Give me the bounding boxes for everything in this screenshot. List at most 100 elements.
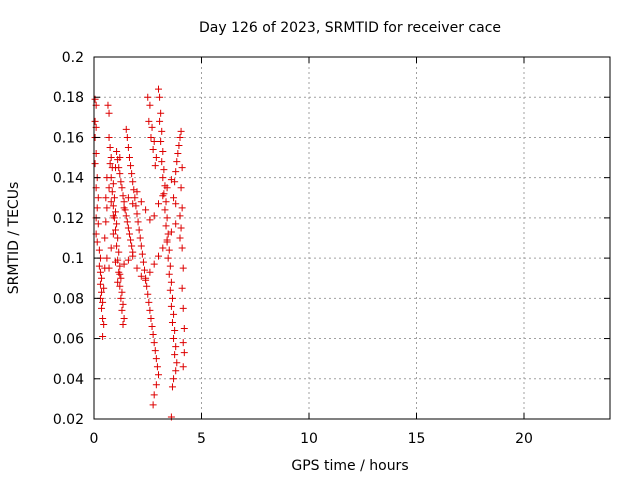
data-point <box>93 204 101 212</box>
data-point <box>116 262 124 270</box>
plot-frame <box>93 56 611 420</box>
data-point <box>155 371 162 379</box>
data-point <box>112 164 119 172</box>
data-point <box>119 192 127 200</box>
data-point <box>167 176 175 184</box>
data-point <box>109 230 117 238</box>
data-point <box>141 266 149 274</box>
data-point <box>117 274 125 282</box>
x-tick-label: 15 <box>408 431 426 447</box>
data-point <box>105 264 113 272</box>
data-point <box>179 363 187 371</box>
data-point <box>120 260 128 268</box>
y-tick-label: 0.12 <box>53 211 84 227</box>
data-point <box>120 198 128 206</box>
data-point <box>98 274 106 282</box>
data-point <box>98 304 106 312</box>
data-point <box>119 320 127 328</box>
data-point <box>109 202 117 210</box>
data-point <box>152 154 160 162</box>
data-point <box>170 194 178 202</box>
data-point <box>155 252 162 260</box>
data-point <box>144 290 152 298</box>
x-axis-label: GPS time / hours <box>291 458 408 474</box>
data-point <box>91 117 99 125</box>
data-point <box>150 260 158 268</box>
data-point <box>129 252 137 260</box>
data-point <box>120 204 128 212</box>
data-point <box>144 93 152 101</box>
data-point <box>142 206 150 214</box>
data-point <box>116 270 124 278</box>
data-point <box>163 214 171 222</box>
data-point <box>179 304 187 312</box>
data-point <box>163 236 171 244</box>
data-point <box>150 391 158 399</box>
y-tick-label: 0.06 <box>53 332 84 348</box>
data-point <box>168 383 176 391</box>
data-point <box>113 220 121 228</box>
data-point <box>174 150 182 158</box>
data-point <box>178 164 186 172</box>
data-point <box>95 246 103 254</box>
data-point <box>173 359 181 367</box>
data-points <box>91 85 188 421</box>
data-point <box>137 198 145 206</box>
data-point <box>105 184 113 192</box>
data-point <box>133 210 141 218</box>
data-point <box>177 184 185 192</box>
data-point <box>149 331 157 339</box>
data-point <box>145 298 153 306</box>
data-point <box>108 188 116 196</box>
data-point <box>146 101 154 109</box>
data-point <box>152 355 160 363</box>
data-point <box>159 174 167 182</box>
chart-title: Day 126 of 2023, SRMTID for receiver cac… <box>199 20 501 36</box>
data-point <box>143 282 151 290</box>
data-point <box>163 184 171 192</box>
x-tick-label: 20 <box>515 431 533 447</box>
data-point <box>124 194 132 202</box>
data-point <box>119 300 127 308</box>
data-point <box>115 248 123 256</box>
data-point <box>177 224 185 232</box>
data-point <box>167 278 175 286</box>
data-point <box>162 198 170 206</box>
data-point <box>100 320 108 328</box>
data-point <box>107 244 115 252</box>
data-point <box>112 226 119 234</box>
data-point <box>124 144 132 151</box>
data-point <box>128 170 136 178</box>
data-point <box>105 109 113 117</box>
data-point <box>178 284 186 292</box>
data-point <box>148 123 156 131</box>
data-point <box>96 268 104 276</box>
data-point <box>103 204 111 212</box>
data-point <box>125 230 133 238</box>
data-point <box>167 302 175 310</box>
data-point <box>156 93 164 101</box>
data-point <box>107 198 115 206</box>
data-point <box>146 216 154 224</box>
data-point <box>109 212 117 220</box>
data-point <box>161 206 169 214</box>
data-point <box>150 137 158 145</box>
data-point <box>172 200 180 208</box>
data-point <box>155 85 162 93</box>
y-axis-label: SRMTID / TECUs <box>6 182 22 295</box>
y-tick-label: 0.18 <box>53 90 84 106</box>
data-point <box>116 170 124 178</box>
data-point <box>127 162 135 170</box>
data-point <box>149 146 157 154</box>
data-point <box>162 222 170 230</box>
data-point <box>95 262 103 270</box>
data-point <box>110 194 118 202</box>
data-point <box>180 325 188 332</box>
data-point <box>104 101 112 109</box>
y-tick-label: 0.14 <box>53 171 84 187</box>
data-point <box>102 194 110 202</box>
data-point <box>168 294 176 302</box>
data-point <box>172 343 180 351</box>
data-point <box>178 204 186 212</box>
data-point <box>157 137 165 145</box>
